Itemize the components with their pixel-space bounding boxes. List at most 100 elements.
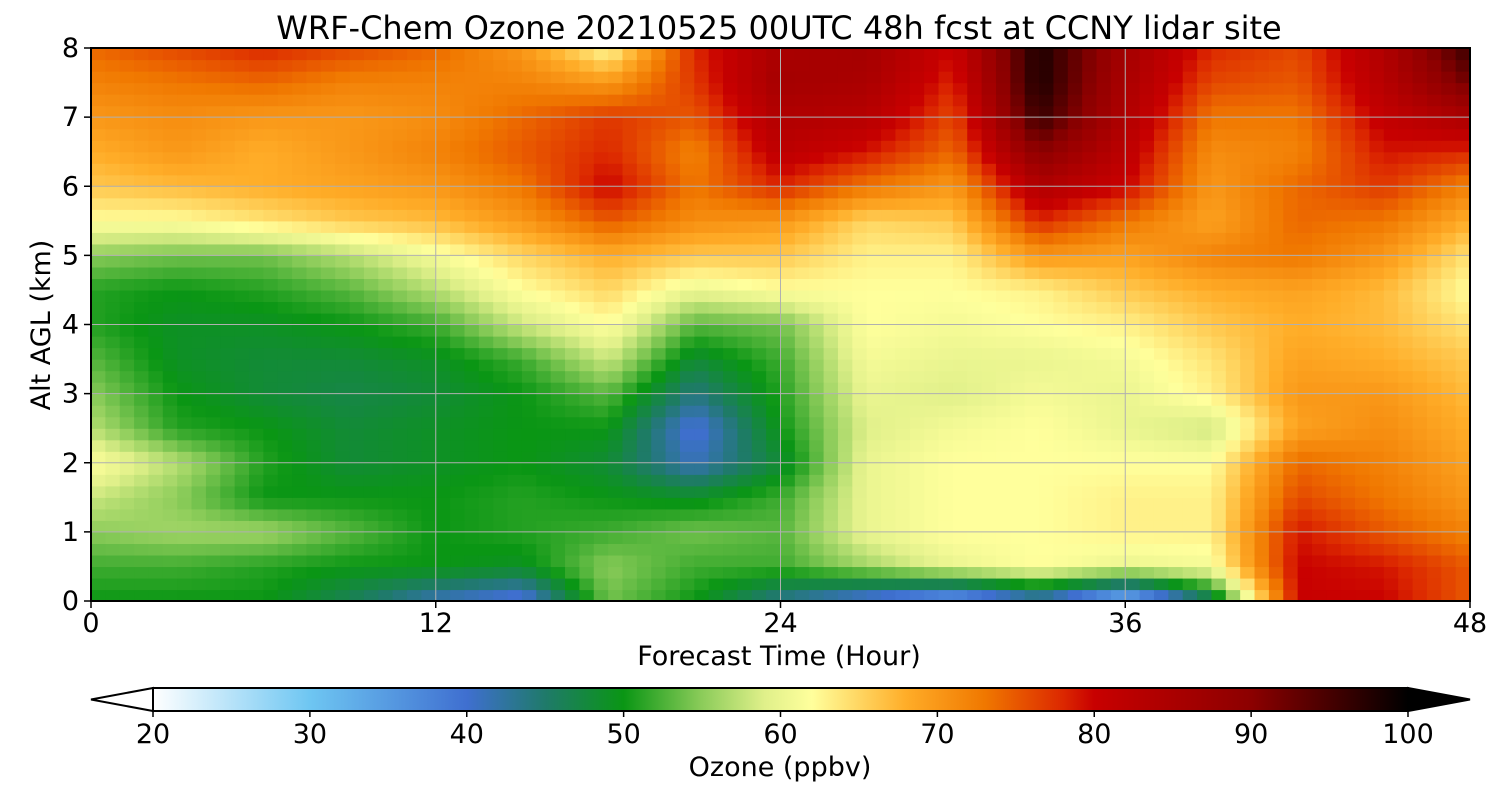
heatmap-cell [823, 186, 839, 199]
y-tick-label: 7 [62, 102, 79, 133]
heatmap-cell [177, 220, 193, 233]
heatmap-cell [780, 312, 796, 326]
heatmap-cell [148, 289, 164, 303]
heatmap-cell [1441, 474, 1457, 487]
heatmap-cell [91, 520, 106, 533]
heatmap-cell [205, 312, 221, 326]
heatmap-cell [521, 174, 537, 187]
heatmap-cell [1254, 117, 1270, 130]
heatmap-cell [881, 543, 897, 556]
heatmap-cell [249, 220, 264, 233]
heatmap-cell [1426, 71, 1442, 84]
heatmap-cell [636, 186, 652, 199]
heatmap-cell [1197, 393, 1213, 406]
heatmap-cell [938, 174, 954, 187]
heatmap-cell [392, 543, 408, 556]
heatmap-cell [1125, 393, 1141, 406]
heatmap-cell [924, 128, 940, 141]
heatmap-cell [1110, 474, 1126, 487]
heatmap-cell [1225, 554, 1241, 568]
heatmap-cell [938, 439, 954, 452]
heatmap-cell [91, 416, 106, 429]
heatmap-cell [205, 163, 221, 176]
heatmap-cell [507, 71, 523, 84]
heatmap-cell [794, 577, 810, 591]
heatmap-cell [1024, 359, 1040, 372]
heatmap-cell [1369, 151, 1385, 164]
heatmap-cell [220, 312, 236, 326]
heatmap-cell [694, 589, 710, 601]
heatmap-cell [1024, 474, 1040, 487]
heatmap-cell [967, 71, 983, 84]
heatmap-cell [1197, 82, 1213, 95]
heatmap-cell [694, 117, 710, 130]
heatmap-cell [119, 140, 135, 153]
heatmap-cell [1326, 485, 1342, 498]
heatmap-cell [723, 554, 738, 568]
heatmap-cell [478, 128, 494, 141]
heatmap-cell [1412, 359, 1428, 372]
heatmap-cell [881, 531, 897, 544]
heatmap-cell [665, 393, 681, 406]
heatmap-cell [924, 497, 940, 510]
heatmap-cell [852, 278, 868, 291]
heatmap-cell [105, 301, 121, 314]
heatmap-cell [306, 347, 322, 360]
heatmap-cell [1383, 186, 1399, 199]
heatmap-cell [363, 589, 379, 601]
heatmap-cell [967, 428, 983, 441]
heatmap-cell [1355, 82, 1371, 95]
heatmap-cell [1426, 324, 1442, 337]
x-axis-ticks: 0 12 24 36 48 [82, 601, 1487, 639]
heatmap-cell [1096, 255, 1112, 268]
heatmap-cell [1010, 301, 1026, 314]
heatmap-cell [507, 174, 523, 187]
heatmap-cell [1383, 59, 1399, 72]
heatmap-cell [766, 243, 782, 256]
y-tick-label: 6 [62, 171, 79, 202]
heatmap-cell [1139, 105, 1155, 118]
heatmap-cell [737, 416, 753, 429]
heatmap-cell [579, 451, 595, 464]
heatmap-cell [809, 278, 825, 291]
heatmap-cell [378, 347, 394, 360]
heatmap-cell [421, 151, 437, 164]
heatmap-cell [1053, 347, 1069, 360]
heatmap-cell [191, 520, 207, 533]
heatmap-cell [1254, 324, 1270, 337]
heatmap-cell [349, 163, 365, 176]
heatmap-cell [134, 497, 150, 510]
heatmap-cell [780, 289, 796, 303]
heatmap-cell [723, 485, 738, 498]
heatmap-cell [349, 554, 365, 568]
heatmap-cell [363, 405, 379, 418]
heatmap-cell [1096, 508, 1112, 521]
heatmap-cell [1182, 531, 1198, 544]
heatmap-cell [536, 497, 552, 510]
heatmap-cell [1039, 520, 1055, 533]
heatmap-cell [450, 71, 466, 84]
heatmap-cell [1426, 209, 1442, 222]
heatmap-cell [751, 174, 767, 187]
heatmap-cell [1067, 439, 1083, 452]
heatmap-cell [277, 197, 293, 210]
heatmap-cell [679, 59, 695, 72]
heatmap-cell [464, 278, 480, 291]
heatmap-cell [1096, 59, 1112, 72]
heatmap-cell [1125, 105, 1141, 118]
heatmap-cell [435, 255, 451, 268]
heatmap-cell [1125, 531, 1141, 544]
heatmap-cell [708, 289, 724, 303]
heatmap-cell [981, 393, 997, 406]
heatmap-cell [1311, 174, 1327, 187]
heatmap-cell [866, 359, 882, 372]
heatmap-cell [1340, 255, 1356, 268]
heatmap-cell [1355, 462, 1371, 475]
heatmap-cell [306, 497, 322, 510]
heatmap-cell [995, 71, 1011, 84]
heatmap-cell [1024, 508, 1040, 521]
heatmap-cell [823, 485, 839, 498]
heatmap-cell [751, 278, 767, 291]
heatmap-cell [837, 589, 853, 601]
heatmap-cell [866, 324, 882, 337]
